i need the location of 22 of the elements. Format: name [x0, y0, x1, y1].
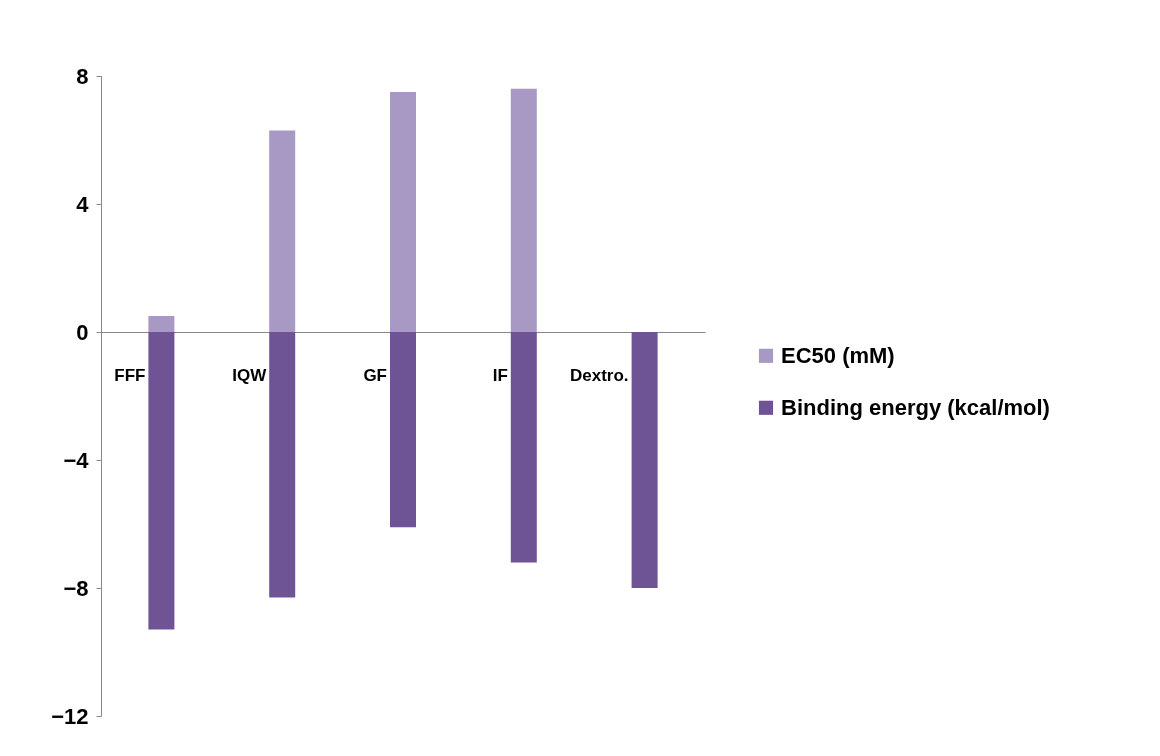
legend-label: Binding energy (kcal/mol): [781, 394, 1050, 420]
y-tick-label: 4: [76, 191, 90, 217]
y-tick-label: −8: [63, 575, 89, 601]
bar: [148, 316, 175, 332]
x-tick-label: Dextro.: [570, 365, 629, 385]
bar: [148, 332, 175, 630]
bar: [390, 92, 416, 332]
x-tick-label: IF: [492, 365, 508, 385]
x-tick-label: FFF: [114, 365, 146, 385]
legend-label: EC50 (mM): [781, 342, 895, 368]
bar: [390, 332, 416, 528]
y-tick-label: −12: [51, 703, 89, 729]
bar: [269, 130, 296, 332]
y-tick-label: 8: [76, 63, 89, 89]
x-tick-label: GF: [363, 365, 387, 385]
bar: [631, 332, 658, 588]
y-tick-label: 0: [76, 319, 89, 345]
y-tick-label: −4: [63, 447, 90, 473]
x-tick-label: IQW: [232, 365, 268, 385]
bar: [510, 88, 537, 332]
bar: [510, 332, 537, 563]
bar: [269, 332, 296, 598]
